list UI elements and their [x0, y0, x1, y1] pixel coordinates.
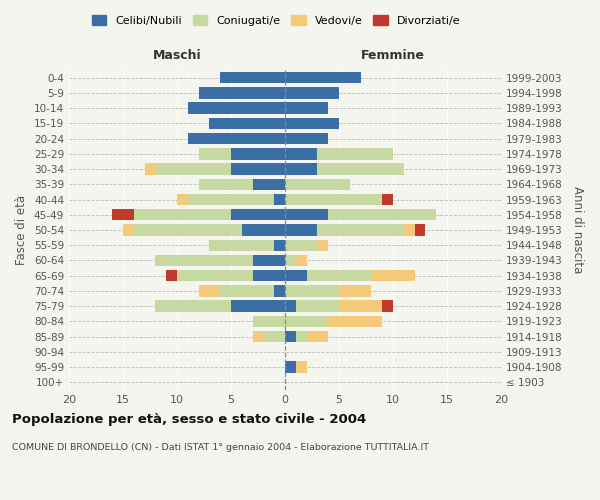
Bar — [112, 209, 134, 220]
Bar — [285, 72, 361, 84]
Bar — [177, 194, 188, 205]
Bar — [285, 255, 296, 266]
Bar — [231, 209, 285, 220]
Bar — [285, 133, 328, 144]
Bar — [155, 255, 253, 266]
Bar — [285, 209, 328, 220]
Bar — [296, 300, 339, 312]
Bar — [242, 224, 285, 235]
Bar — [285, 316, 328, 327]
Bar — [274, 285, 285, 296]
Bar — [285, 224, 317, 235]
Bar — [166, 270, 177, 281]
Bar — [382, 194, 393, 205]
Legend: Celibi/Nubili, Coniugati/e, Vedovi/e, Divorziati/e: Celibi/Nubili, Coniugati/e, Vedovi/e, Di… — [87, 10, 465, 30]
Bar — [285, 102, 328, 114]
Bar — [317, 224, 404, 235]
Bar — [253, 270, 285, 281]
Bar — [274, 240, 285, 251]
Bar — [199, 178, 253, 190]
Bar — [285, 118, 339, 129]
Bar — [285, 164, 317, 175]
Bar — [371, 270, 415, 281]
Y-axis label: Fasce di età: Fasce di età — [16, 195, 28, 265]
Bar — [328, 316, 382, 327]
Bar — [285, 270, 307, 281]
Bar — [177, 270, 253, 281]
Y-axis label: Anni di nascita: Anni di nascita — [571, 186, 584, 274]
Bar — [285, 331, 296, 342]
Text: Maschi: Maschi — [152, 50, 202, 62]
Text: Popolazione per età, sesso e stato civile - 2004: Popolazione per età, sesso e stato civil… — [12, 412, 366, 426]
Bar — [155, 164, 231, 175]
Bar — [382, 300, 393, 312]
Bar — [155, 300, 231, 312]
Bar — [253, 178, 285, 190]
Bar — [285, 300, 296, 312]
Bar — [317, 148, 393, 160]
Text: COMUNE DI BRONDELLO (CN) - Dati ISTAT 1° gennaio 2004 - Elaborazione TUTTITALIA.: COMUNE DI BRONDELLO (CN) - Dati ISTAT 1°… — [12, 442, 429, 452]
Bar — [285, 194, 382, 205]
Bar — [188, 133, 285, 144]
Bar — [285, 178, 350, 190]
Bar — [317, 240, 328, 251]
Bar — [285, 285, 339, 296]
Bar — [188, 102, 285, 114]
Bar — [307, 270, 371, 281]
Bar — [134, 224, 242, 235]
Bar — [328, 209, 436, 220]
Bar — [231, 164, 285, 175]
Bar — [339, 285, 371, 296]
Bar — [199, 87, 285, 99]
Bar — [209, 118, 285, 129]
Bar — [199, 148, 231, 160]
Bar — [339, 300, 382, 312]
Bar — [253, 316, 285, 327]
Bar — [231, 300, 285, 312]
Bar — [404, 224, 415, 235]
Bar — [415, 224, 425, 235]
Bar — [220, 72, 285, 84]
Bar — [134, 209, 231, 220]
Bar — [296, 362, 307, 373]
Bar — [145, 164, 155, 175]
Bar — [307, 331, 328, 342]
Bar — [285, 148, 317, 160]
Bar — [209, 240, 274, 251]
Bar — [263, 331, 285, 342]
Bar — [123, 224, 134, 235]
Bar — [285, 362, 296, 373]
Bar — [296, 255, 307, 266]
Bar — [296, 331, 307, 342]
Bar — [285, 240, 317, 251]
Bar — [253, 331, 263, 342]
Bar — [253, 255, 285, 266]
Bar — [317, 164, 404, 175]
Bar — [220, 285, 274, 296]
Text: Femmine: Femmine — [361, 50, 425, 62]
Bar — [274, 194, 285, 205]
Bar — [231, 148, 285, 160]
Bar — [199, 285, 220, 296]
Bar — [188, 194, 274, 205]
Bar — [285, 87, 339, 99]
